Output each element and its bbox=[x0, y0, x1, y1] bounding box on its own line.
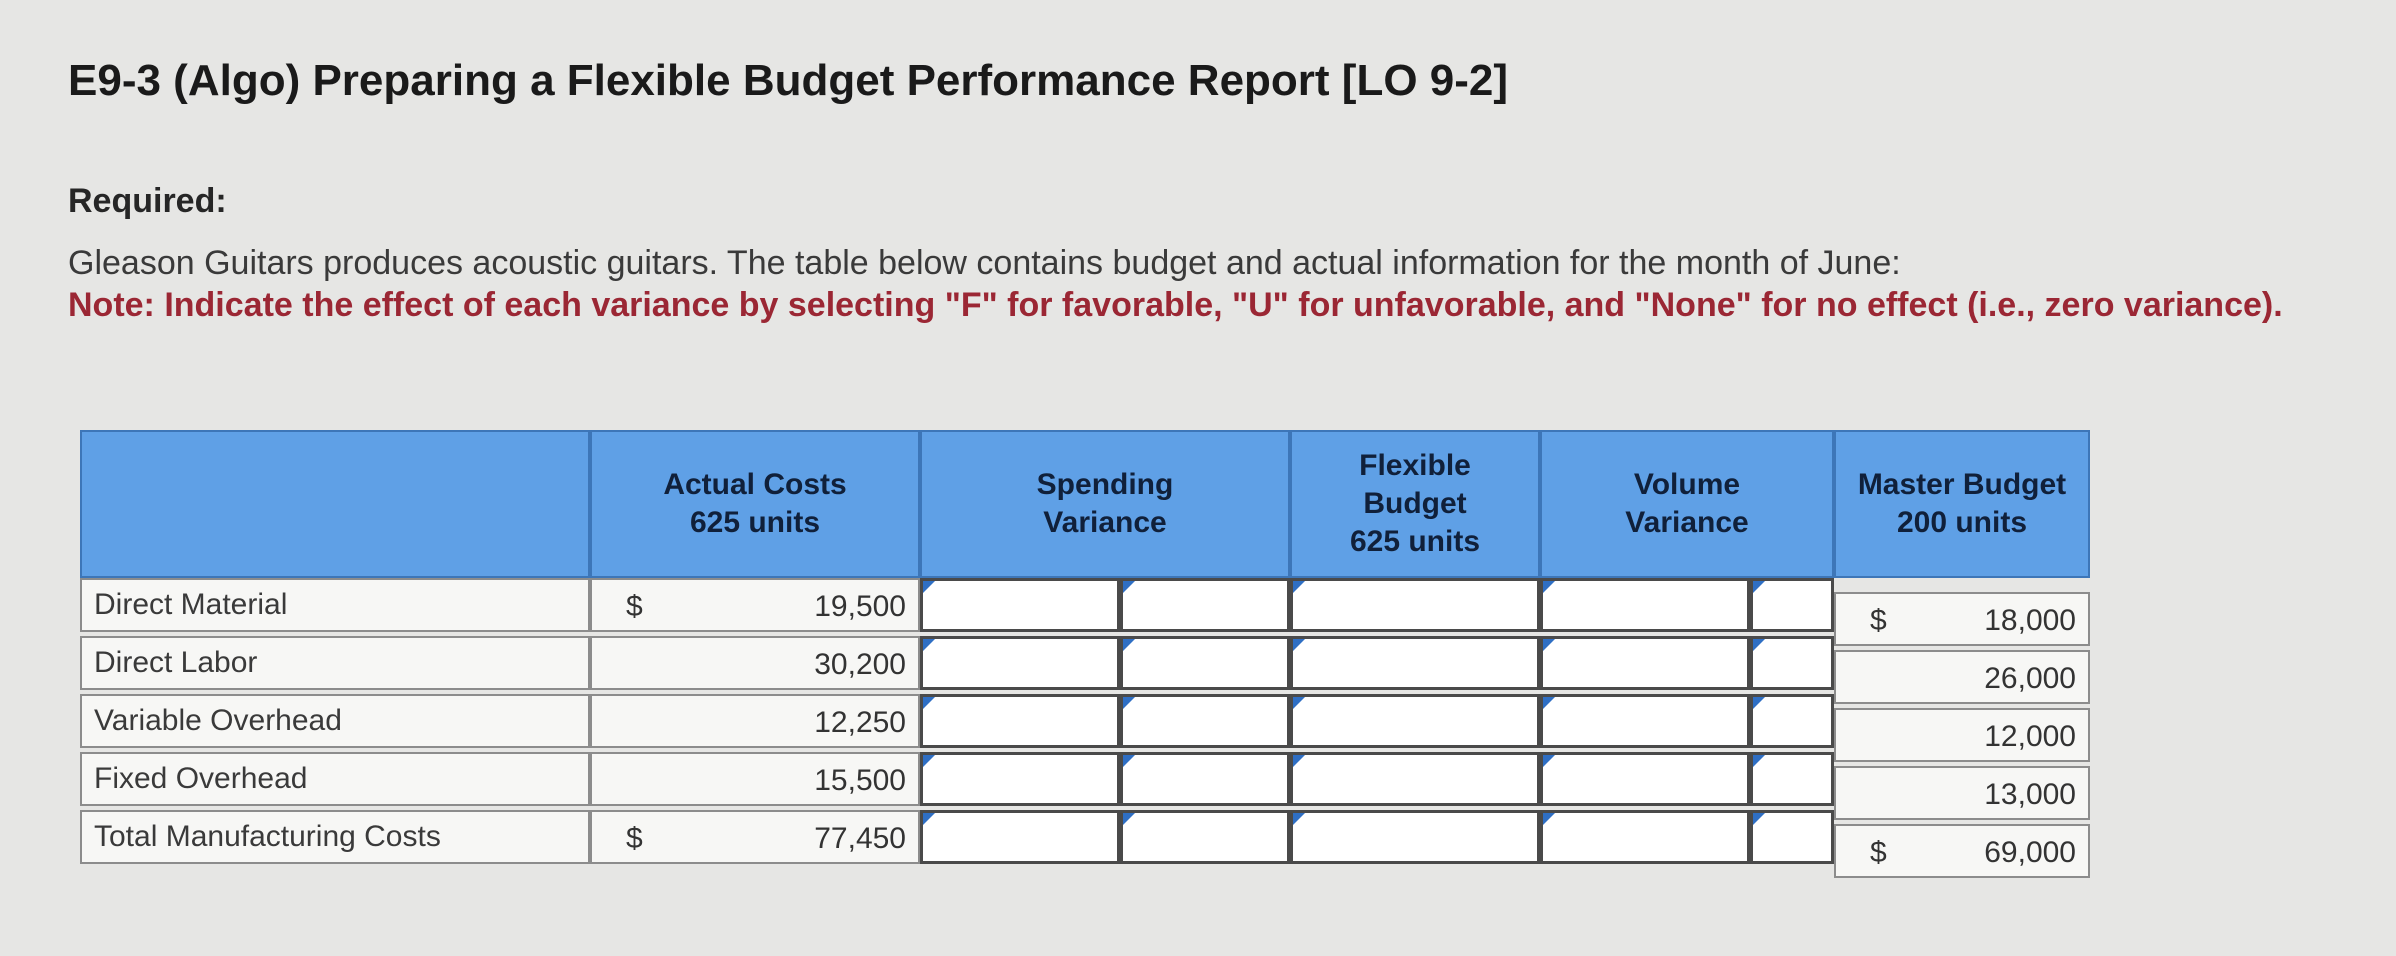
input-marker-icon bbox=[1753, 697, 1765, 709]
input-marker-icon bbox=[1293, 639, 1305, 651]
flexible-budget-amount-input[interactable] bbox=[1290, 810, 1540, 864]
volume-variance-amount-input[interactable] bbox=[1540, 810, 1750, 864]
header-spending-variance: Spending Variance bbox=[920, 430, 1290, 578]
volume-variance-effect-input[interactable] bbox=[1750, 636, 1834, 690]
master-budget-value: 26,000 bbox=[1984, 662, 2076, 695]
input-marker-icon bbox=[923, 581, 935, 593]
volume-variance-amount-input[interactable] bbox=[1540, 578, 1750, 632]
row-label: Direct Material bbox=[80, 578, 590, 632]
header-master-budget: Master Budget 200 units bbox=[1834, 430, 2090, 578]
header-flexible-budget: Flexible Budget 625 units bbox=[1290, 430, 1540, 578]
master-budget-cell: $69,000 bbox=[1834, 824, 2090, 878]
master-budget-value: 18,000 bbox=[1984, 604, 2076, 637]
input-marker-icon bbox=[1123, 813, 1135, 825]
header-volume-variance: Volume Variance bbox=[1540, 430, 1834, 578]
master-budget-cell: 12,000 bbox=[1834, 708, 2090, 762]
flexible-budget-amount-input[interactable] bbox=[1290, 636, 1540, 690]
input-marker-icon bbox=[923, 813, 935, 825]
page-title: E9-3 (Algo) Preparing a Flexible Budget … bbox=[68, 56, 1509, 105]
master-budget-value: 69,000 bbox=[1984, 836, 2076, 869]
actual-cost-value: 15,500 bbox=[814, 764, 906, 797]
header-actual-costs: Actual Costs 625 units bbox=[590, 430, 920, 578]
master-budget-cell: 26,000 bbox=[1834, 650, 2090, 704]
input-marker-icon bbox=[1753, 755, 1765, 767]
input-marker-icon bbox=[1543, 639, 1555, 651]
currency-symbol: $ bbox=[1870, 836, 1887, 869]
actual-cost-cell: 15,500 bbox=[590, 752, 920, 806]
spending-variance-amount-input[interactable] bbox=[920, 694, 1120, 748]
spending-variance-amount-input[interactable] bbox=[920, 578, 1120, 632]
volume-variance-effect-input[interactable] bbox=[1750, 694, 1834, 748]
volume-variance-amount-input[interactable] bbox=[1540, 636, 1750, 690]
input-marker-icon bbox=[1123, 639, 1135, 651]
input-marker-icon bbox=[923, 755, 935, 767]
volume-variance-effect-input[interactable] bbox=[1750, 810, 1834, 864]
volume-variance-effect-input[interactable] bbox=[1750, 752, 1834, 806]
spending-variance-amount-input[interactable] bbox=[920, 752, 1120, 806]
volume-variance-amount-input[interactable] bbox=[1540, 752, 1750, 806]
header-label-column bbox=[80, 430, 590, 578]
currency-symbol: $ bbox=[1870, 604, 1887, 637]
input-marker-icon bbox=[1543, 813, 1555, 825]
input-marker-icon bbox=[1293, 813, 1305, 825]
input-marker-icon bbox=[1123, 581, 1135, 593]
input-marker-icon bbox=[1123, 697, 1135, 709]
input-marker-icon bbox=[1293, 755, 1305, 767]
spending-variance-effect-input[interactable] bbox=[1120, 694, 1290, 748]
actual-cost-cell: $19,500 bbox=[590, 578, 920, 632]
actual-cost-value: 19,500 bbox=[814, 590, 906, 623]
input-marker-icon bbox=[1293, 581, 1305, 593]
master-budget-cell: $18,000 bbox=[1834, 592, 2090, 646]
actual-cost-cell: $77,450 bbox=[590, 810, 920, 864]
spending-variance-effect-input[interactable] bbox=[1120, 578, 1290, 632]
master-budget-value: 12,000 bbox=[1984, 720, 2076, 753]
input-marker-icon bbox=[1543, 755, 1555, 767]
row-label: Fixed Overhead bbox=[80, 752, 590, 806]
spending-variance-amount-input[interactable] bbox=[920, 810, 1120, 864]
currency-symbol: $ bbox=[626, 822, 643, 855]
required-label: Required: bbox=[68, 182, 227, 220]
actual-cost-value: 77,450 bbox=[814, 822, 906, 855]
input-marker-icon bbox=[1293, 697, 1305, 709]
flexible-budget-table: Actual Costs 625 units Spending Variance… bbox=[80, 430, 2090, 878]
row-label: Total Manufacturing Costs bbox=[80, 810, 590, 864]
spending-variance-effect-input[interactable] bbox=[1120, 810, 1290, 864]
input-marker-icon bbox=[1753, 581, 1765, 593]
flexible-budget-amount-input[interactable] bbox=[1290, 752, 1540, 806]
flexible-budget-amount-input[interactable] bbox=[1290, 694, 1540, 748]
problem-description: Gleason Guitars produces acoustic guitar… bbox=[68, 244, 1901, 282]
spending-variance-effect-input[interactable] bbox=[1120, 636, 1290, 690]
actual-cost-value: 30,200 bbox=[814, 648, 906, 681]
flexible-budget-amount-input[interactable] bbox=[1290, 578, 1540, 632]
input-marker-icon bbox=[923, 639, 935, 651]
actual-cost-cell: 12,250 bbox=[590, 694, 920, 748]
volume-variance-effect-input[interactable] bbox=[1750, 578, 1834, 632]
instruction-note: Note: Indicate the effect of each varian… bbox=[68, 286, 2283, 324]
volume-variance-amount-input[interactable] bbox=[1540, 694, 1750, 748]
input-marker-icon bbox=[1753, 813, 1765, 825]
spending-variance-effect-input[interactable] bbox=[1120, 752, 1290, 806]
row-label: Direct Labor bbox=[80, 636, 590, 690]
actual-cost-value: 12,250 bbox=[814, 706, 906, 739]
input-marker-icon bbox=[1543, 581, 1555, 593]
spending-variance-amount-input[interactable] bbox=[920, 636, 1120, 690]
input-marker-icon bbox=[1123, 755, 1135, 767]
input-marker-icon bbox=[923, 697, 935, 709]
master-budget-cell: 13,000 bbox=[1834, 766, 2090, 820]
row-label: Variable Overhead bbox=[80, 694, 590, 748]
input-marker-icon bbox=[1543, 697, 1555, 709]
master-budget-value: 13,000 bbox=[1984, 778, 2076, 811]
actual-cost-cell: 30,200 bbox=[590, 636, 920, 690]
input-marker-icon bbox=[1753, 639, 1765, 651]
currency-symbol: $ bbox=[626, 590, 643, 623]
